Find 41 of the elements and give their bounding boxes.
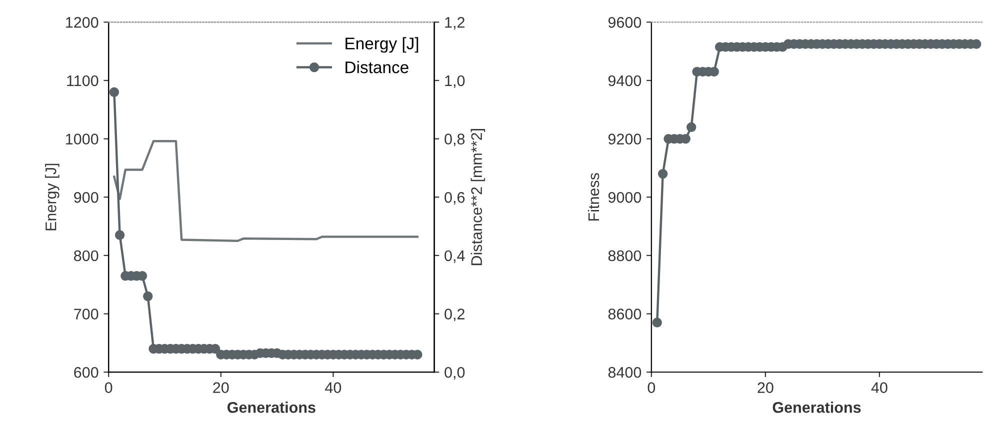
y2-tick-label: 0,0 bbox=[444, 366, 465, 380]
y-tick-label: 9400 bbox=[608, 75, 642, 86]
y-tick-label: 9200 bbox=[608, 134, 642, 144]
legend-label: Distance bbox=[346, 61, 408, 74]
point bbox=[143, 291, 153, 302]
x-axis-title: Generations bbox=[227, 402, 316, 413]
y-tick-label: 1000 bbox=[66, 134, 98, 144]
y2-axis-title: Distance**2 [mm**2] bbox=[470, 129, 486, 266]
y-tick-label: 9600 bbox=[608, 17, 642, 28]
y-tick-label: 1100 bbox=[67, 75, 98, 86]
y-tick-label: 1200 bbox=[66, 17, 98, 28]
y-tick-label: 700 bbox=[74, 308, 98, 320]
y2-tick-label: 0,4 bbox=[444, 250, 465, 263]
y2-tick-label: 1,0 bbox=[445, 75, 465, 88]
x-tick-label: 20 bbox=[758, 382, 774, 394]
legend-label: Energy [J] bbox=[346, 37, 418, 53]
point bbox=[109, 87, 120, 98]
point bbox=[686, 122, 696, 132]
point bbox=[652, 318, 662, 328]
y2-tick-label: 0,6 bbox=[444, 192, 465, 205]
x-axis-title: Generations bbox=[772, 402, 861, 413]
x-tick-label: 0 bbox=[104, 382, 112, 394]
x-tick-label: 0 bbox=[648, 382, 656, 394]
y-tick-label: 8600 bbox=[608, 308, 642, 320]
x-tick-label: 40 bbox=[325, 382, 342, 394]
y-tick-label: 900 bbox=[74, 192, 98, 203]
y-tick-label: 8800 bbox=[608, 250, 642, 262]
y-tick-label: 800 bbox=[74, 250, 98, 262]
x-tick-label: 20 bbox=[213, 382, 229, 394]
y-tick-label: 600 bbox=[74, 366, 98, 378]
y-axis-title: Fitness bbox=[588, 173, 600, 220]
x-tick-label: 40 bbox=[871, 382, 888, 394]
y-tick-label: 8400 bbox=[608, 366, 642, 378]
y2-tick-label: 0,8 bbox=[444, 134, 465, 146]
y-tick-label: 9000 bbox=[608, 192, 642, 203]
y-axis-title: Energy [J] bbox=[45, 164, 60, 230]
y2-tick-label: 0,2 bbox=[444, 308, 464, 322]
point bbox=[658, 168, 668, 179]
line-series bbox=[113, 140, 419, 242]
y2-tick-label: 1,2 bbox=[445, 17, 464, 30]
point bbox=[114, 230, 125, 240]
